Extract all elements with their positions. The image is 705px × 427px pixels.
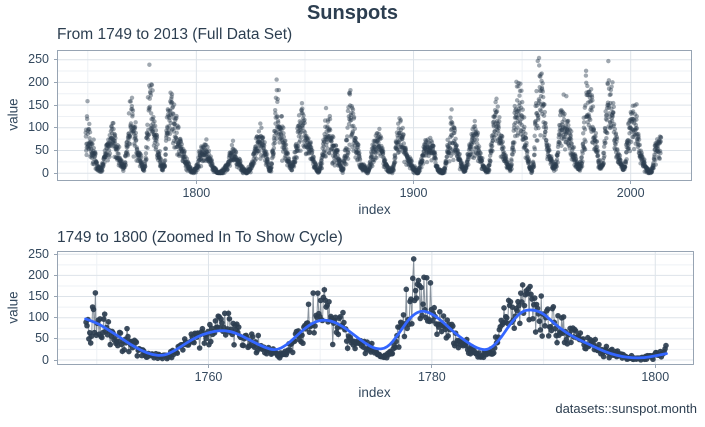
y-tick-mark bbox=[54, 359, 57, 361]
y-tick-mark bbox=[54, 81, 57, 83]
y-axis-title-zoomed: value bbox=[5, 291, 21, 324]
y-axis-title-full-dataset: value bbox=[5, 98, 21, 131]
x-axis-title-full-dataset: index bbox=[358, 202, 391, 217]
y-tick-mark bbox=[54, 253, 57, 255]
y-tick-mark bbox=[54, 59, 57, 61]
y-tick-label: 250 bbox=[28, 246, 49, 261]
x-tick-label: 1800 bbox=[641, 370, 670, 384]
chart-title-zoomed: 1749 to 1800 (Zoomed In To Show Cycle) bbox=[57, 229, 343, 246]
y-tick-mark bbox=[54, 104, 57, 106]
x-tick-label: 1780 bbox=[417, 370, 446, 384]
y-tick-label: 50 bbox=[35, 143, 49, 157]
y-tick-mark bbox=[54, 317, 57, 319]
x-tick-mark bbox=[195, 181, 197, 184]
zoomed-chart-canvas bbox=[57, 251, 694, 365]
x-tick-label: 1760 bbox=[194, 370, 223, 384]
main-title: Sunspots bbox=[306, 2, 399, 24]
y-tick-label: 0 bbox=[42, 165, 49, 180]
full-dataset-chart-canvas bbox=[57, 50, 692, 181]
y-tick-mark bbox=[54, 338, 57, 340]
x-tick-mark bbox=[207, 365, 209, 368]
y-tick-mark bbox=[54, 172, 57, 174]
chart-title-full-dataset: From 1749 to 2013 (Full Data Set) bbox=[57, 26, 293, 43]
y-tick-mark bbox=[54, 274, 57, 276]
y-tick-label: 150 bbox=[28, 97, 49, 112]
y-tick-mark bbox=[54, 127, 57, 129]
x-tick-label: 1800 bbox=[182, 186, 211, 200]
y-tick-label: 250 bbox=[28, 52, 49, 67]
x-tick-label: 2000 bbox=[616, 186, 645, 200]
x-tick-label: 1900 bbox=[399, 186, 428, 200]
x-tick-mark bbox=[431, 365, 433, 368]
y-tick-label: 200 bbox=[28, 267, 49, 282]
x-tick-mark bbox=[654, 365, 656, 368]
x-tick-mark bbox=[413, 181, 415, 184]
y-tick-label: 200 bbox=[28, 74, 49, 89]
x-tick-mark bbox=[630, 181, 632, 184]
y-tick-mark bbox=[54, 296, 57, 298]
y-tick-label: 100 bbox=[28, 120, 49, 135]
y-tick-label: 150 bbox=[28, 289, 49, 304]
y-tick-label: 0 bbox=[42, 352, 49, 367]
x-axis-title-zoomed: index bbox=[358, 385, 391, 400]
y-tick-label: 50 bbox=[35, 331, 49, 346]
data-source-caption: datasets::sunspot.month bbox=[555, 401, 697, 416]
y-tick-mark bbox=[54, 150, 57, 151]
y-tick-label: 100 bbox=[28, 310, 49, 325]
